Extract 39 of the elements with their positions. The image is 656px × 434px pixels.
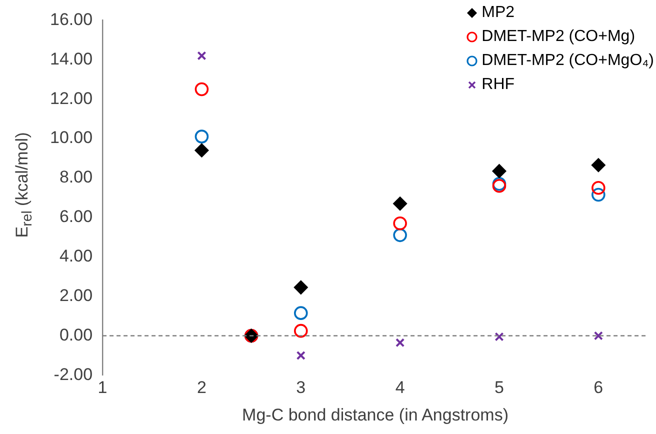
point [197,51,206,60]
y-tick-label: -2.00 [54,364,93,384]
point [194,143,209,158]
y-tick-label: 10.00 [50,128,93,148]
y-tick-label: 12.00 [50,88,93,108]
legend-label: RHF [482,76,515,94]
point [396,338,405,348]
y-tick-label: 0.00 [59,325,93,344]
point [393,216,407,230]
x-tick-label: 5 [494,378,504,398]
y-tick-label: 4.00 [59,246,93,266]
point [294,324,308,338]
point [592,188,606,202]
point [194,130,209,144]
point [594,331,603,340]
point [492,164,506,178]
point [592,180,606,195]
point [294,280,308,294]
x-tick-label: 4 [395,378,405,398]
y-tick-label: 8.00 [59,168,93,187]
x-axis-title: Mg-C bond distance (in Angstroms) [242,405,508,424]
point [393,228,407,242]
point [296,350,306,360]
y-tick-label: 6.00 [59,207,93,226]
legend-label: MP2 [482,4,515,22]
legend-label: DMET-MP2 (CO+MgO₄) [482,52,654,70]
point [393,196,407,211]
x-tick-label: 1 [98,378,108,398]
x-tick-label: 2 [196,378,206,398]
y-tick-label: 14.00 [50,49,93,68]
point [592,158,606,172]
y-tick-label: 2.00 [59,286,93,305]
x-tick-label: 6 [594,378,604,398]
point [494,332,504,342]
x-tick-label: 3 [296,378,306,398]
y-tick-label: 16.00 [50,10,93,29]
point [294,306,308,320]
legend-label: DMET-MP2 (CO+Mg) [482,28,636,46]
point [194,82,209,96]
